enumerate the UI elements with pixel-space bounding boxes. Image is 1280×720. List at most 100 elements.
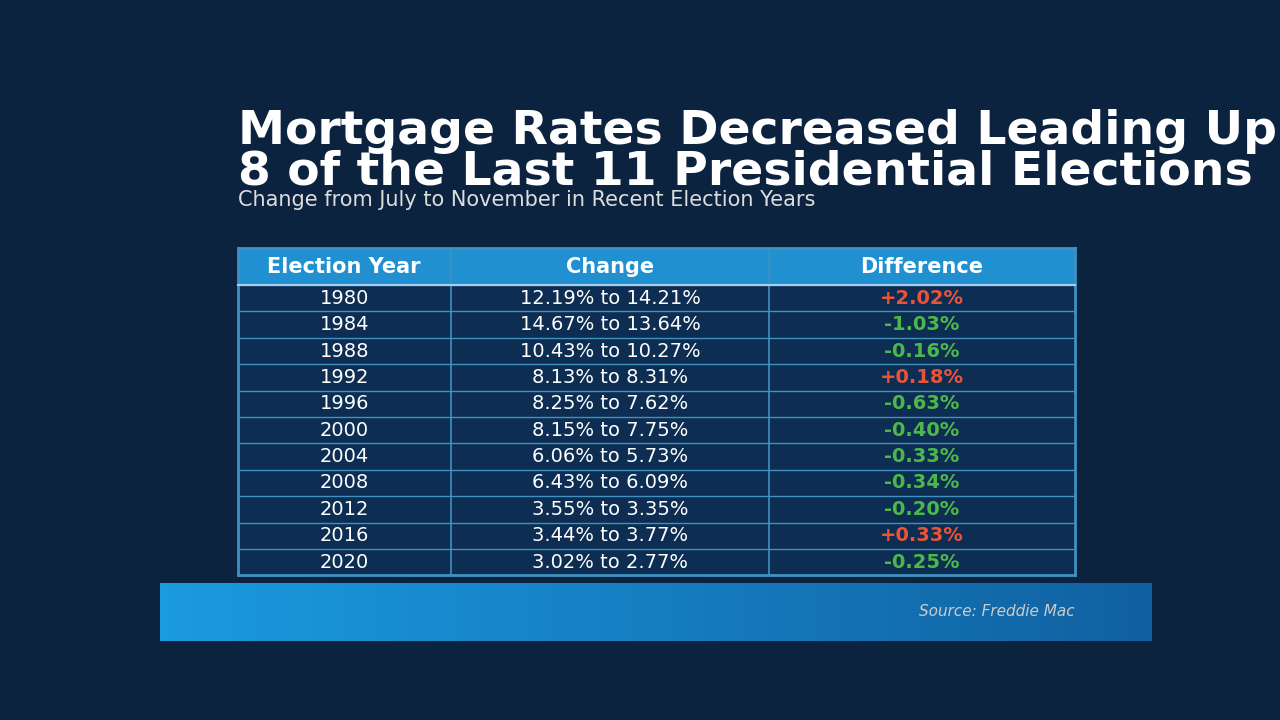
Bar (919, 583, 924, 641)
Text: 2020: 2020 (320, 553, 369, 572)
Text: 10.43% to 10.27%: 10.43% to 10.27% (520, 341, 700, 361)
Bar (353, 583, 360, 641)
Text: -0.40%: -0.40% (884, 420, 960, 440)
Bar (383, 583, 389, 641)
Bar (547, 583, 553, 641)
Bar (869, 583, 876, 641)
Bar (686, 583, 691, 641)
Bar (562, 583, 567, 641)
Bar (1097, 583, 1103, 641)
Bar (1004, 583, 1009, 641)
Bar (864, 583, 870, 641)
Bar (657, 583, 662, 641)
Bar (1014, 583, 1019, 641)
Bar (646, 583, 652, 641)
Bar (1028, 583, 1034, 641)
Bar (358, 583, 364, 641)
Bar (824, 583, 831, 641)
Bar (581, 583, 588, 641)
Bar (220, 583, 225, 641)
Text: 2000: 2000 (320, 420, 369, 440)
Bar (760, 583, 765, 641)
Text: -0.20%: -0.20% (884, 500, 960, 519)
Text: 6.06% to 5.73%: 6.06% to 5.73% (532, 447, 689, 466)
Text: -0.16%: -0.16% (884, 341, 960, 361)
Bar (859, 583, 865, 641)
Bar (1093, 583, 1098, 641)
Bar (238, 417, 1074, 444)
Bar (238, 338, 1074, 364)
Bar (750, 583, 756, 641)
Bar (413, 583, 419, 641)
Bar (374, 583, 379, 641)
Bar (364, 583, 369, 641)
Bar (165, 583, 170, 641)
Bar (160, 583, 165, 641)
Bar (238, 444, 1074, 469)
Bar (924, 583, 929, 641)
Bar (259, 583, 265, 641)
Bar (1057, 583, 1064, 641)
Bar (567, 583, 572, 641)
Bar (721, 583, 726, 641)
Bar (890, 583, 895, 641)
Bar (1137, 583, 1143, 641)
Bar (512, 583, 518, 641)
Bar (483, 583, 488, 641)
Text: 2008: 2008 (320, 474, 369, 492)
Text: 3.55% to 3.35%: 3.55% to 3.35% (531, 500, 689, 519)
Bar (705, 583, 712, 641)
Bar (572, 583, 577, 641)
Bar (334, 583, 339, 641)
Bar (819, 583, 826, 641)
Bar (255, 583, 260, 641)
Bar (904, 583, 910, 641)
Bar (324, 583, 329, 641)
Bar (238, 391, 1074, 417)
Bar (238, 496, 1074, 523)
Bar (443, 583, 448, 641)
Bar (200, 583, 205, 641)
Text: 6.43% to 6.09%: 6.43% to 6.09% (532, 474, 687, 492)
Text: 8.15% to 7.75%: 8.15% to 7.75% (531, 420, 689, 440)
Bar (840, 583, 845, 641)
Bar (1112, 583, 1117, 641)
Bar (238, 364, 1074, 391)
Text: -0.34%: -0.34% (884, 474, 960, 492)
Bar (726, 583, 731, 641)
Bar (195, 583, 201, 641)
Bar (1043, 583, 1048, 641)
Text: 1996: 1996 (320, 395, 369, 413)
Bar (1088, 583, 1093, 641)
Bar (696, 583, 701, 641)
Bar (348, 583, 355, 641)
Bar (552, 583, 558, 641)
Bar (879, 583, 884, 641)
Bar (179, 583, 186, 641)
Text: Change: Change (566, 256, 654, 276)
Bar (964, 583, 969, 641)
Bar (541, 583, 548, 641)
Text: Source: Freddie Mac: Source: Freddie Mac (919, 604, 1074, 619)
Bar (731, 583, 736, 641)
Bar (1048, 583, 1053, 641)
Text: -0.63%: -0.63% (884, 395, 960, 413)
Bar (700, 583, 707, 641)
Bar (790, 583, 796, 641)
Bar (1068, 583, 1074, 641)
Text: 14.67% to 13.64%: 14.67% to 13.64% (520, 315, 700, 334)
Bar (517, 583, 522, 641)
Bar (671, 583, 677, 641)
Bar (577, 583, 582, 641)
Bar (1033, 583, 1038, 641)
Text: Difference: Difference (860, 256, 983, 276)
Bar (1083, 583, 1088, 641)
Bar (660, 583, 667, 641)
Bar (250, 583, 255, 641)
Text: 3.44% to 3.77%: 3.44% to 3.77% (532, 526, 689, 545)
Bar (586, 583, 593, 641)
Bar (433, 583, 439, 641)
Bar (641, 583, 646, 641)
Bar (238, 469, 1074, 496)
Bar (1038, 583, 1043, 641)
